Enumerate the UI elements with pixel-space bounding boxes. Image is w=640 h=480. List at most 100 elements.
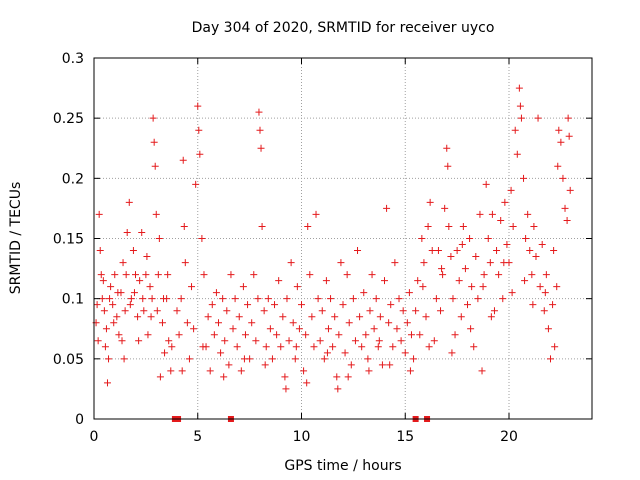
data-point <box>458 241 466 249</box>
data-point <box>237 367 245 375</box>
data-point <box>248 319 256 327</box>
data-point <box>199 343 207 351</box>
data-point <box>521 277 529 285</box>
data-point <box>405 289 413 297</box>
data-point <box>138 228 146 236</box>
data-point <box>515 84 523 92</box>
data-point <box>173 307 181 315</box>
data-point <box>486 259 494 267</box>
data-point <box>318 307 326 315</box>
data-point <box>414 277 422 285</box>
data-point <box>422 313 430 321</box>
data-point <box>107 283 115 291</box>
data-point <box>461 265 469 273</box>
data-point <box>183 319 191 327</box>
data-point <box>428 247 436 255</box>
data-point <box>114 289 122 297</box>
data-point <box>178 367 186 375</box>
data-point <box>362 331 370 339</box>
data-point <box>497 216 505 224</box>
data-point <box>168 343 176 351</box>
y-tick-label: 0.2 <box>62 171 84 187</box>
data-point <box>517 114 525 122</box>
data-point <box>426 198 434 206</box>
data-point <box>304 222 312 230</box>
data-point <box>235 313 243 321</box>
data-point <box>204 313 212 321</box>
data-point <box>522 235 530 242</box>
data-point <box>499 295 507 303</box>
data-point <box>271 301 279 309</box>
data-point <box>386 361 394 369</box>
data-point <box>134 313 142 321</box>
data-point <box>443 144 451 152</box>
x-tick-label: 10 <box>293 429 311 445</box>
data-point <box>468 283 476 291</box>
x-tick-label: 5 <box>193 429 202 445</box>
data-point <box>464 301 471 309</box>
data-point <box>279 313 287 321</box>
data-point <box>273 331 281 339</box>
data-point <box>378 361 386 369</box>
data-point <box>103 379 111 387</box>
data-point <box>374 343 382 351</box>
data-point <box>335 331 343 339</box>
x-tick-label: 0 <box>90 429 99 445</box>
y-tick-label: 0.15 <box>53 232 84 248</box>
data-point <box>528 271 536 279</box>
y-tick-label: 0.1 <box>62 292 84 308</box>
data-point <box>200 271 208 279</box>
data-point <box>565 132 573 140</box>
data-point <box>420 259 428 267</box>
data-point <box>416 331 424 339</box>
data-point <box>111 271 119 279</box>
data-point <box>329 343 337 351</box>
data-point <box>231 295 239 303</box>
data-point <box>441 204 449 212</box>
data-point <box>530 222 538 230</box>
data-point <box>302 331 310 339</box>
data-point <box>495 271 503 279</box>
data-point <box>419 283 427 291</box>
data-point <box>258 222 266 230</box>
data-point <box>407 331 415 339</box>
y-tick-label: 0 <box>75 412 84 428</box>
data-point <box>559 174 567 182</box>
data-point <box>233 343 241 351</box>
data-point <box>252 337 260 345</box>
data-point <box>281 373 289 381</box>
data-point <box>185 355 193 363</box>
data-point <box>264 295 272 303</box>
data-point <box>312 210 320 218</box>
data-point <box>240 355 248 363</box>
data-point <box>482 180 490 188</box>
data-point <box>406 367 414 375</box>
data-point <box>119 259 127 267</box>
data-point <box>206 367 214 375</box>
data-point <box>143 253 151 261</box>
x-tick-label: 15 <box>396 429 414 445</box>
data-point <box>125 198 133 206</box>
data-point <box>120 355 128 363</box>
data-point <box>298 301 305 309</box>
data-point <box>136 277 144 285</box>
data-point <box>130 289 138 297</box>
data-point <box>457 313 465 321</box>
data-point <box>484 235 492 242</box>
data-point <box>437 307 445 315</box>
data-point <box>385 319 393 327</box>
data-point <box>181 259 189 267</box>
data-points <box>92 84 574 393</box>
x-axis-label: GPS time / hours <box>284 458 401 474</box>
data-point <box>179 156 187 164</box>
data-point <box>493 247 501 255</box>
data-point <box>215 319 222 327</box>
data-point <box>190 325 198 333</box>
data-point <box>250 271 258 279</box>
data-point <box>381 277 388 285</box>
data-point <box>455 277 463 285</box>
data-point <box>127 295 135 303</box>
data-point <box>397 337 405 345</box>
data-point <box>160 295 168 303</box>
data-point <box>501 198 509 206</box>
